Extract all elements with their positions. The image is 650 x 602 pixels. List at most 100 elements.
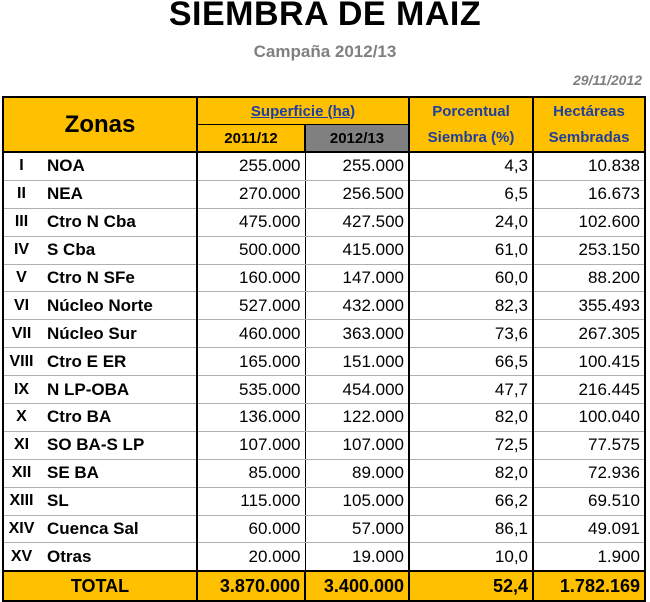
total-label: TOTAL — [2, 571, 198, 602]
header-row-2: 2011/12 2012/13 Siembra (%) Sembradas — [3, 124, 646, 153]
zone-name: S Cba — [39, 236, 198, 265]
cell-sup-2012: 19.000 — [305, 542, 410, 573]
zone-number: I — [2, 152, 39, 181]
total-sup-2012: 3.400.000 — [305, 571, 410, 602]
page-subtitle: Campaña 2012/13 — [253, 42, 397, 61]
zone-number: IV — [2, 236, 39, 265]
zone-name: Ctro E ER — [39, 347, 198, 377]
header-zonas: Zonas — [2, 96, 198, 153]
zone-name: Núcleo Norte — [39, 291, 198, 321]
cell-hectareas: 69.510 — [533, 487, 646, 516]
cell-sup-2012: 151.000 — [305, 347, 410, 377]
zone-name: SL — [39, 487, 198, 516]
cell-sup-2011: 535.000 — [197, 375, 306, 405]
cell-sup-2012: 363.000 — [305, 319, 410, 349]
total-row: TOTAL 3.870.000 3.400.000 52,4 1.782.169 — [2, 571, 646, 602]
zone-number: XIII — [2, 487, 39, 516]
cell-pct: 6,5 — [409, 180, 534, 209]
cell-sup-2011: 85.000 — [197, 459, 306, 488]
cell-pct: 66,5 — [409, 347, 534, 377]
table-row: I NOA 255.000 255.000 4,3 10.838 — [2, 152, 646, 181]
table-row: IX N LP-OBA 535.000 454.000 47,7 216.445 — [2, 375, 646, 405]
cell-sup-2012: 147.000 — [305, 264, 410, 293]
cell-sup-2011: 136.000 — [197, 403, 306, 432]
zone-number: IX — [2, 375, 39, 405]
cell-sup-2012: 427.500 — [305, 208, 410, 237]
cell-pct: 10,0 — [409, 542, 534, 573]
cell-hectareas: 88.200 — [533, 264, 646, 293]
cell-sup-2012: 454.000 — [305, 375, 410, 405]
header-year-2012: 2012/13 — [305, 124, 410, 153]
cell-sup-2011: 20.000 — [197, 542, 306, 573]
zone-name: Ctro N Cba — [39, 208, 198, 237]
table-row: XII SE BA 85.000 89.000 82,0 72.936 — [2, 459, 646, 488]
cell-pct: 82,0 — [409, 403, 534, 432]
header-hectareas: Hectáreas — [532, 96, 646, 125]
cell-hectareas: 1.900 — [533, 542, 646, 573]
zone-number: XV — [2, 542, 39, 573]
cell-hectareas: 100.040 — [533, 403, 646, 432]
report-date: 29/11/2012 — [572, 72, 642, 88]
cell-pct: 86,1 — [409, 515, 534, 544]
cell-sup-2012: 57.000 — [305, 515, 410, 544]
zone-name: N LP-OBA — [39, 375, 198, 405]
cell-sup-2012: 89.000 — [305, 459, 410, 488]
total-sup-2011: 3.870.000 — [197, 571, 306, 602]
zone-number: XII — [2, 459, 39, 488]
page-title: SIEMBRA DE MAIZ — [168, 0, 482, 33]
cell-sup-2011: 500.000 — [197, 236, 306, 265]
zone-number: II — [2, 180, 39, 209]
cell-pct: 4,3 — [409, 152, 534, 181]
table-row: VI Núcleo Norte 527.000 432.000 82,3 355.493 — [2, 291, 646, 321]
cell-sup-2011: 115.000 — [197, 487, 306, 516]
cell-pct: 24,0 — [409, 208, 534, 237]
cell-hectareas: 77.575 — [533, 431, 646, 460]
cell-pct: 66,2 — [409, 487, 534, 516]
table-row: IV S Cba 500.000 415.000 61,0 253.150 — [2, 236, 646, 265]
header-superficie: Superficie (ha) — [196, 96, 410, 125]
cell-sup-2011: 60.000 — [197, 515, 306, 544]
table-row: III Ctro N Cba 475.000 427.500 24,0 102.600 — [2, 208, 646, 237]
cell-hectareas: 102.600 — [533, 208, 646, 237]
cell-sup-2011: 527.000 — [197, 291, 306, 321]
zone-name: Otras — [39, 542, 198, 573]
zone-number: III — [2, 208, 39, 237]
total-hectareas: 1.782.169 — [533, 571, 646, 602]
zone-name: SE BA — [39, 459, 198, 488]
cell-sup-2012: 415.000 — [305, 236, 410, 265]
zone-number: X — [2, 403, 39, 432]
zone-number: V — [2, 264, 39, 293]
zone-name: Ctro BA — [39, 403, 198, 432]
zone-name: Ctro N SFe — [39, 264, 198, 293]
zone-number: VIII — [2, 347, 39, 377]
cell-sup-2012: 256.500 — [305, 180, 410, 209]
cell-sup-2011: 107.000 — [197, 431, 306, 460]
zone-name: Núcleo Sur — [39, 319, 198, 349]
cell-hectareas: 100.415 — [533, 347, 646, 377]
cell-pct: 82,0 — [409, 459, 534, 488]
cell-hectareas: 253.150 — [533, 236, 646, 265]
cell-sup-2012: 122.000 — [305, 403, 410, 432]
cell-hectareas: 355.493 — [533, 291, 646, 321]
table-row: XIII SL 115.000 105.000 66,2 69.510 — [2, 487, 646, 516]
cell-pct: 82,3 — [409, 291, 534, 321]
cell-sup-2011: 270.000 — [197, 180, 306, 209]
table-row: VII Núcleo Sur 460.000 363.000 73,6 267.305 — [2, 319, 646, 349]
cell-hectareas: 49.091 — [533, 515, 646, 544]
table-row: V Ctro N SFe 160.000 147.000 60,0 88.200 — [2, 264, 646, 293]
cell-pct: 72,5 — [409, 431, 534, 460]
cell-sup-2011: 255.000 — [197, 152, 306, 181]
header-row-1: Zonas Superficie (ha) Porcentual Hectáre… — [2, 96, 646, 153]
header-siembra-pct: Siembra (%) — [408, 124, 534, 153]
total-pct: 52,4 — [409, 571, 534, 602]
cell-sup-2012: 432.000 — [305, 291, 410, 321]
cell-sup-2012: 105.000 — [305, 487, 410, 516]
cell-pct: 60,0 — [409, 264, 534, 293]
zone-number: VI — [2, 291, 39, 321]
zone-name: NOA — [39, 152, 198, 181]
table-row: XV Otras 20.000 19.000 10,0 1.900 — [2, 542, 646, 573]
table-row: X Ctro BA 136.000 122.000 82,0 100.040 — [2, 403, 646, 432]
table-row: XI SO BA-S LP 107.000 107.000 72,5 77.575 — [2, 431, 646, 460]
cell-pct: 61,0 — [409, 236, 534, 265]
cell-sup-2011: 165.000 — [197, 347, 306, 377]
